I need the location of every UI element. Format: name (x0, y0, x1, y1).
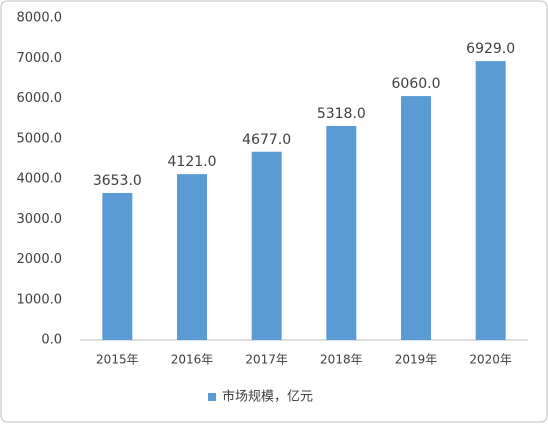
y-tick-label: 2000.0 (17, 252, 63, 267)
y-tick-label: 7000.0 (17, 51, 63, 66)
bar (475, 61, 506, 340)
bar (102, 192, 133, 340)
x-tick-label: 2017年 (245, 353, 288, 367)
x-tick-label: 2019年 (395, 353, 438, 367)
x-tick-label: 2018年 (320, 353, 363, 367)
value-label: 6929.0 (466, 41, 515, 57)
y-tick-label: 0.0 (41, 333, 62, 348)
y-tick-label: 3000.0 (17, 212, 63, 227)
y-tick-label: 8000.0 (17, 11, 63, 26)
value-label: 6060.0 (392, 76, 441, 92)
value-label: 4677.0 (242, 132, 291, 148)
x-tick-label: 2020年 (469, 353, 512, 367)
legend-label: 市场规模，亿元 (222, 389, 313, 405)
legend-swatch (208, 393, 216, 401)
bar (401, 96, 431, 341)
bar (177, 174, 207, 340)
value-label: 3653.0 (93, 173, 142, 189)
bar (326, 125, 357, 340)
value-label: 4121.0 (168, 154, 217, 170)
y-tick-label: 5000.0 (17, 131, 63, 146)
y-tick-label: 4000.0 (17, 172, 63, 187)
y-tick-label: 1000.0 (17, 292, 63, 307)
value-label: 5318.0 (317, 106, 366, 122)
x-tick-label: 2015年 (96, 353, 139, 367)
bar (251, 151, 282, 340)
x-tick-label: 2016年 (171, 353, 214, 367)
y-tick-label: 6000.0 (17, 91, 63, 106)
